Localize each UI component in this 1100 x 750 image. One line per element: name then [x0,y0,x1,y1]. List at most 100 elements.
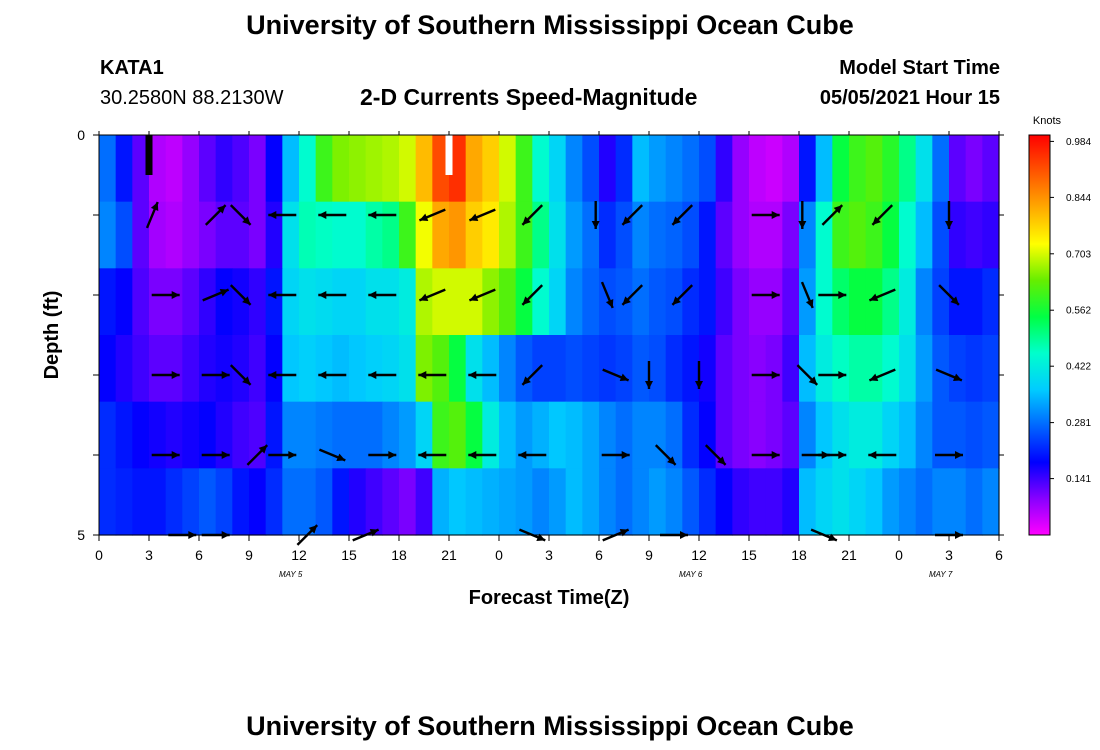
heatmap-cell [149,468,167,536]
heatmap-cell [682,335,700,403]
heatmap-cell [182,335,200,403]
x-tick-label: 15 [741,547,757,563]
current-vector [704,444,727,466]
heatmap-cell [232,201,250,269]
current-vector [418,451,447,459]
x-tick-label: 3 [145,547,153,563]
current-vector [468,451,497,459]
heatmap-cell [682,135,700,203]
heatmap-cell [632,468,650,536]
heatmap-cell [349,268,367,336]
heatmap-cell [815,135,833,203]
current-vector [868,288,896,302]
heatmap-cell [915,468,933,536]
heatmap-cell [582,201,600,269]
heatmap-cell [899,468,917,536]
heatmap-cell [682,268,700,336]
heatmap-cell [665,468,683,536]
heatmap-cell [865,201,883,269]
heatmap-cell [349,201,367,269]
heatmap-cell [899,401,917,469]
current-vector [671,204,694,226]
y-tick-label: 5 [77,527,85,543]
current-vector [798,201,807,229]
current-vector [268,211,297,219]
current-vector [818,371,847,379]
current-vector [645,361,653,389]
colorbar-tick-label: 0.984 [1066,137,1091,148]
x-tick-label: 6 [595,547,603,563]
heatmap-cell [649,401,667,469]
heatmap-cell [482,401,500,469]
heatmap-cell [682,468,700,536]
heatmap-cell [199,335,217,403]
heatmap-cell [732,401,750,469]
heatmap-cell [182,135,200,203]
heatmap-cell [499,135,517,203]
current-vector [229,364,252,386]
x-tick-label: 18 [791,547,807,563]
heatmap-cell [132,468,150,536]
heatmap-cell [282,268,300,336]
current-vector [818,291,847,299]
date-labels: MAY 5 MAY 6 MAY 7 [279,570,953,579]
current-vector [796,364,819,386]
heatmap-cell [915,201,933,269]
heatmap-cell [399,335,417,403]
current-vector [368,211,397,219]
heatmap-cell [532,135,550,203]
heatmap-cell [115,401,133,469]
chart-subtitle: 2-D Currents Speed-Magnitude [360,84,698,110]
heatmap-cell [265,468,283,536]
heatmap-cell [382,268,400,336]
heatmap-cell [432,335,450,403]
heatmap-cell [965,135,983,203]
heatmap-cell [482,335,500,403]
model-markers [145,135,453,175]
heatmap-cell [765,201,783,269]
heatmap-cell [632,268,650,336]
heatmap-cell [882,268,900,336]
x-tick-label: 9 [645,547,653,563]
heatmap-cell [799,335,817,403]
current-vector [151,371,180,379]
heatmap-cell [732,135,750,203]
current-vector [868,451,897,459]
current-vector [418,288,446,302]
heatmap-cell [365,401,383,469]
heatmap-cell [465,268,483,336]
current-vector [268,371,297,379]
heatmap-cell [215,335,233,403]
current-vector [201,451,230,459]
x-tick-label: 9 [245,547,253,563]
current-vector [521,204,544,226]
heatmap-cell [232,268,250,336]
heatmap-cell [265,401,283,469]
heatmap-cell [149,335,167,403]
heatmap-cell [99,335,117,403]
heatmap-cell [915,401,933,469]
heatmap-cell [949,401,967,469]
colorbar-tick-label: 0.844 [1066,193,1091,204]
heatmap-cell [949,468,967,536]
date-label: MAY 6 [679,570,703,579]
x-tick-label: 0 [95,547,103,563]
heatmap-cell [982,468,1000,536]
heatmap-cell [699,201,717,269]
x-tick-label: 12 [691,547,707,563]
heatmap-cell [282,401,300,469]
heatmap-cell [299,201,317,269]
heatmap-cell [815,268,833,336]
heatmap-cell [849,468,867,536]
heatmap-cell [432,201,450,269]
heatmap-cell [115,468,133,536]
heatmap-cell [365,201,383,269]
heatmap-cell [882,135,900,203]
heatmap-cell [365,468,383,536]
heatmap-cell [899,135,917,203]
heatmap-cell [649,201,667,269]
heatmap-cell [132,135,150,203]
model-start-label: Model Start Time [839,57,1000,79]
heatmap-cell [599,401,617,469]
